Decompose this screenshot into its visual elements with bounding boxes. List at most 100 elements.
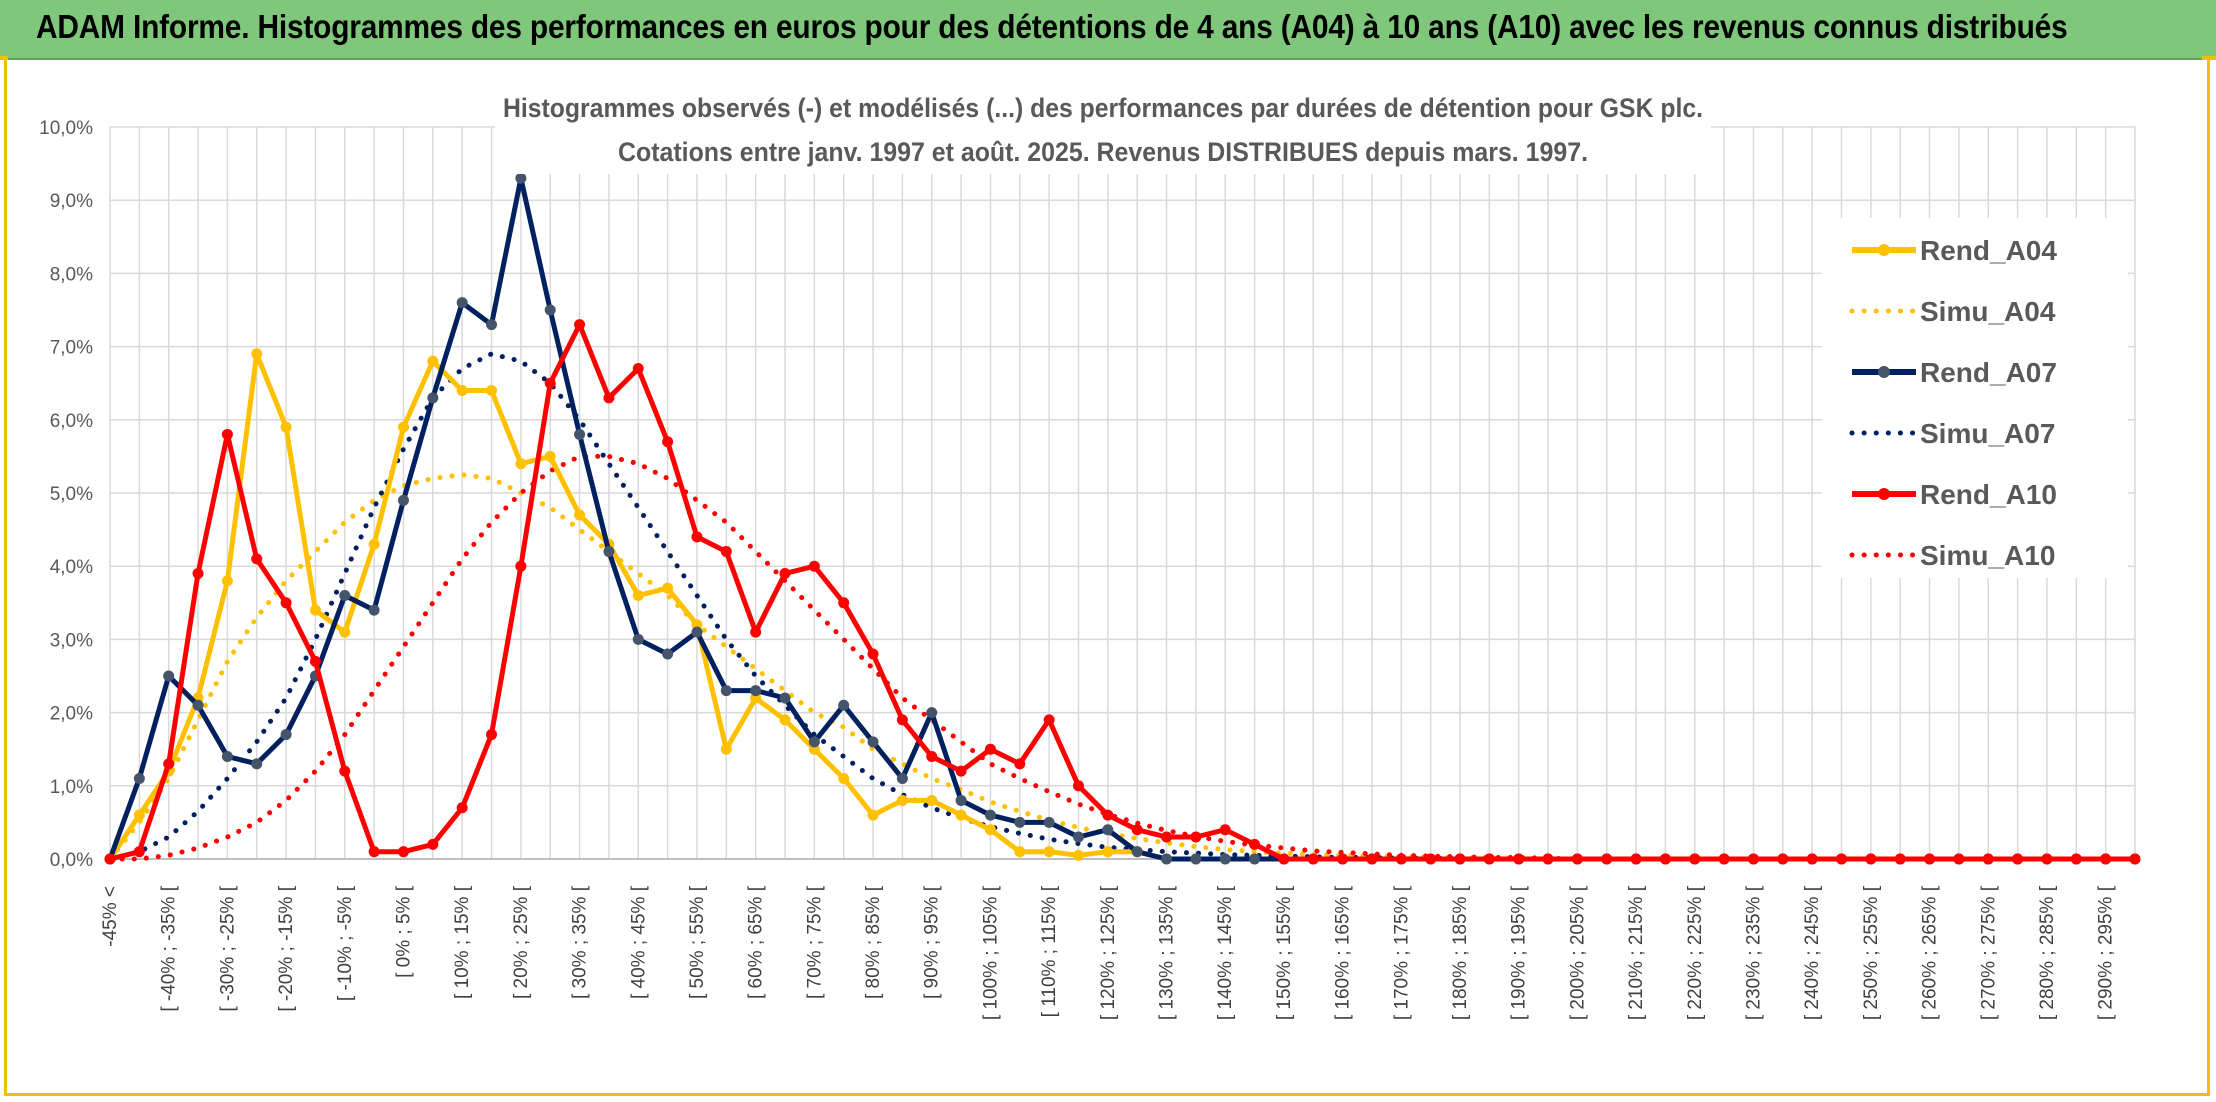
data-point — [2100, 853, 2112, 865]
data-point — [397, 846, 409, 858]
legend-item-Rend_A04: Rend_A04 — [1852, 235, 2057, 266]
data-point — [486, 729, 498, 741]
data-point — [427, 838, 439, 850]
legend-label: Simu_A04 — [1920, 296, 2056, 327]
data-point — [779, 692, 791, 704]
data-point — [2041, 853, 2053, 865]
data-point — [1425, 853, 1437, 865]
data-point — [1072, 780, 1084, 792]
x-tick-label: [ 220% ; 225% [ — [1685, 885, 1706, 1020]
data-point — [1219, 824, 1231, 836]
y-tick-label: 7,0% — [50, 338, 93, 359]
data-point — [309, 655, 321, 667]
data-point — [750, 626, 762, 638]
data-point — [838, 699, 850, 711]
data-point — [1777, 853, 1789, 865]
legend-label: Simu_A07 — [1920, 418, 2055, 449]
data-point — [280, 597, 292, 609]
data-point — [984, 824, 996, 836]
data-point — [1072, 831, 1084, 843]
x-tick-label: [ 110% ; 115% [ — [1039, 885, 1060, 1017]
x-tick-label: [ 160% ; 165% [ — [1333, 885, 1354, 1020]
legend-item-Simu_A04: Simu_A04 — [1849, 296, 2056, 327]
x-tick-label: [ 40% ; 45% [ — [628, 885, 649, 999]
data-point — [427, 392, 439, 404]
data-point — [192, 568, 204, 580]
data-point — [515, 172, 527, 184]
x-tick-label: [ 260% ; 265% [ — [1920, 885, 1941, 1020]
legend-background — [1822, 218, 2128, 578]
data-point — [368, 538, 380, 550]
legend-label: Rend_A04 — [1920, 235, 2057, 266]
legend-item-Rend_A10: Rend_A10 — [1852, 479, 2057, 510]
y-tick-label: 5,0% — [50, 484, 93, 505]
legend-marker — [1878, 244, 1890, 256]
data-point — [838, 772, 850, 784]
data-point — [1278, 853, 1290, 865]
data-point — [691, 531, 703, 543]
data-point — [1014, 816, 1026, 828]
x-tick-label: [ 150% ; 155% [ — [1274, 885, 1295, 1020]
data-point — [427, 355, 439, 367]
x-tick-label: [ 280% ; 285% [ — [2037, 885, 2058, 1020]
data-point — [1072, 849, 1084, 861]
legend-label: Rend_A07 — [1920, 357, 2057, 388]
series-line — [109, 322, 2135, 862]
data-point — [1483, 853, 1495, 865]
data-point — [1043, 816, 1055, 828]
data-point — [1102, 809, 1114, 821]
chart-title-line-2: Cotations entre janv. 1997 et août. 2025… — [618, 137, 1588, 167]
x-tick-label: [ 70% ; 75% [ — [804, 885, 825, 999]
y-tick-label: 2,0% — [50, 704, 93, 725]
data-point — [720, 546, 732, 558]
legend-marker — [1878, 488, 1890, 500]
data-point — [1366, 853, 1378, 865]
data-point — [163, 758, 175, 770]
x-tick-label: [ -40% ; -35% [ — [159, 885, 180, 1011]
x-tick-label: [ 30% ; 35% [ — [570, 885, 591, 999]
data-point — [1865, 853, 1877, 865]
data-point — [1161, 831, 1173, 843]
data-point — [984, 743, 996, 755]
data-point — [192, 699, 204, 711]
y-tick-label: 9,0% — [50, 191, 93, 212]
data-point — [456, 802, 468, 814]
x-tick-label: -45% < — [100, 886, 121, 947]
data-point — [1014, 758, 1026, 770]
data-point — [808, 560, 820, 572]
data-point — [750, 685, 762, 697]
data-point — [691, 626, 703, 638]
data-point — [251, 758, 263, 770]
data-point — [515, 458, 527, 470]
data-point — [456, 297, 468, 309]
x-tick-label: [ 210% ; 215% [ — [1626, 885, 1647, 1020]
y-tick-label: 3,0% — [50, 630, 93, 651]
data-point — [309, 604, 321, 616]
data-point — [544, 377, 556, 389]
chart-title: Histogrammes observés (-) et modélisés (… — [495, 86, 1711, 174]
data-point — [2129, 853, 2141, 865]
y-tick-label: 10,0% — [39, 118, 93, 139]
y-tick-label: 6,0% — [50, 411, 93, 432]
x-tick-label: [ 140% ; 145% [ — [1215, 885, 1236, 1020]
legend: Rend_A04 Simu_A04 Rend_A07 Simu_A07 Rend_A10… — [1822, 218, 2128, 578]
data-point — [1190, 831, 1202, 843]
data-point — [1806, 853, 1818, 865]
data-point — [574, 319, 586, 331]
x-tick-label: [ 100% ; 105% [ — [980, 885, 1001, 1020]
data-point — [544, 304, 556, 316]
data-point — [632, 363, 644, 375]
data-point — [251, 553, 263, 565]
data-point — [603, 546, 615, 558]
y-tick-label: 1,0% — [50, 777, 93, 798]
data-point — [1161, 853, 1173, 865]
data-point — [1043, 714, 1055, 726]
x-tick-label: [ 190% ; 195% [ — [1509, 885, 1530, 1020]
legend-item-Simu_A07: Simu_A07 — [1849, 418, 2055, 449]
data-point — [104, 853, 116, 865]
x-tick-label: [ 180% ; 185% [ — [1450, 885, 1471, 1020]
data-point — [662, 436, 674, 448]
legend-label: Simu_A10 — [1920, 540, 2055, 571]
data-point — [1982, 853, 1994, 865]
